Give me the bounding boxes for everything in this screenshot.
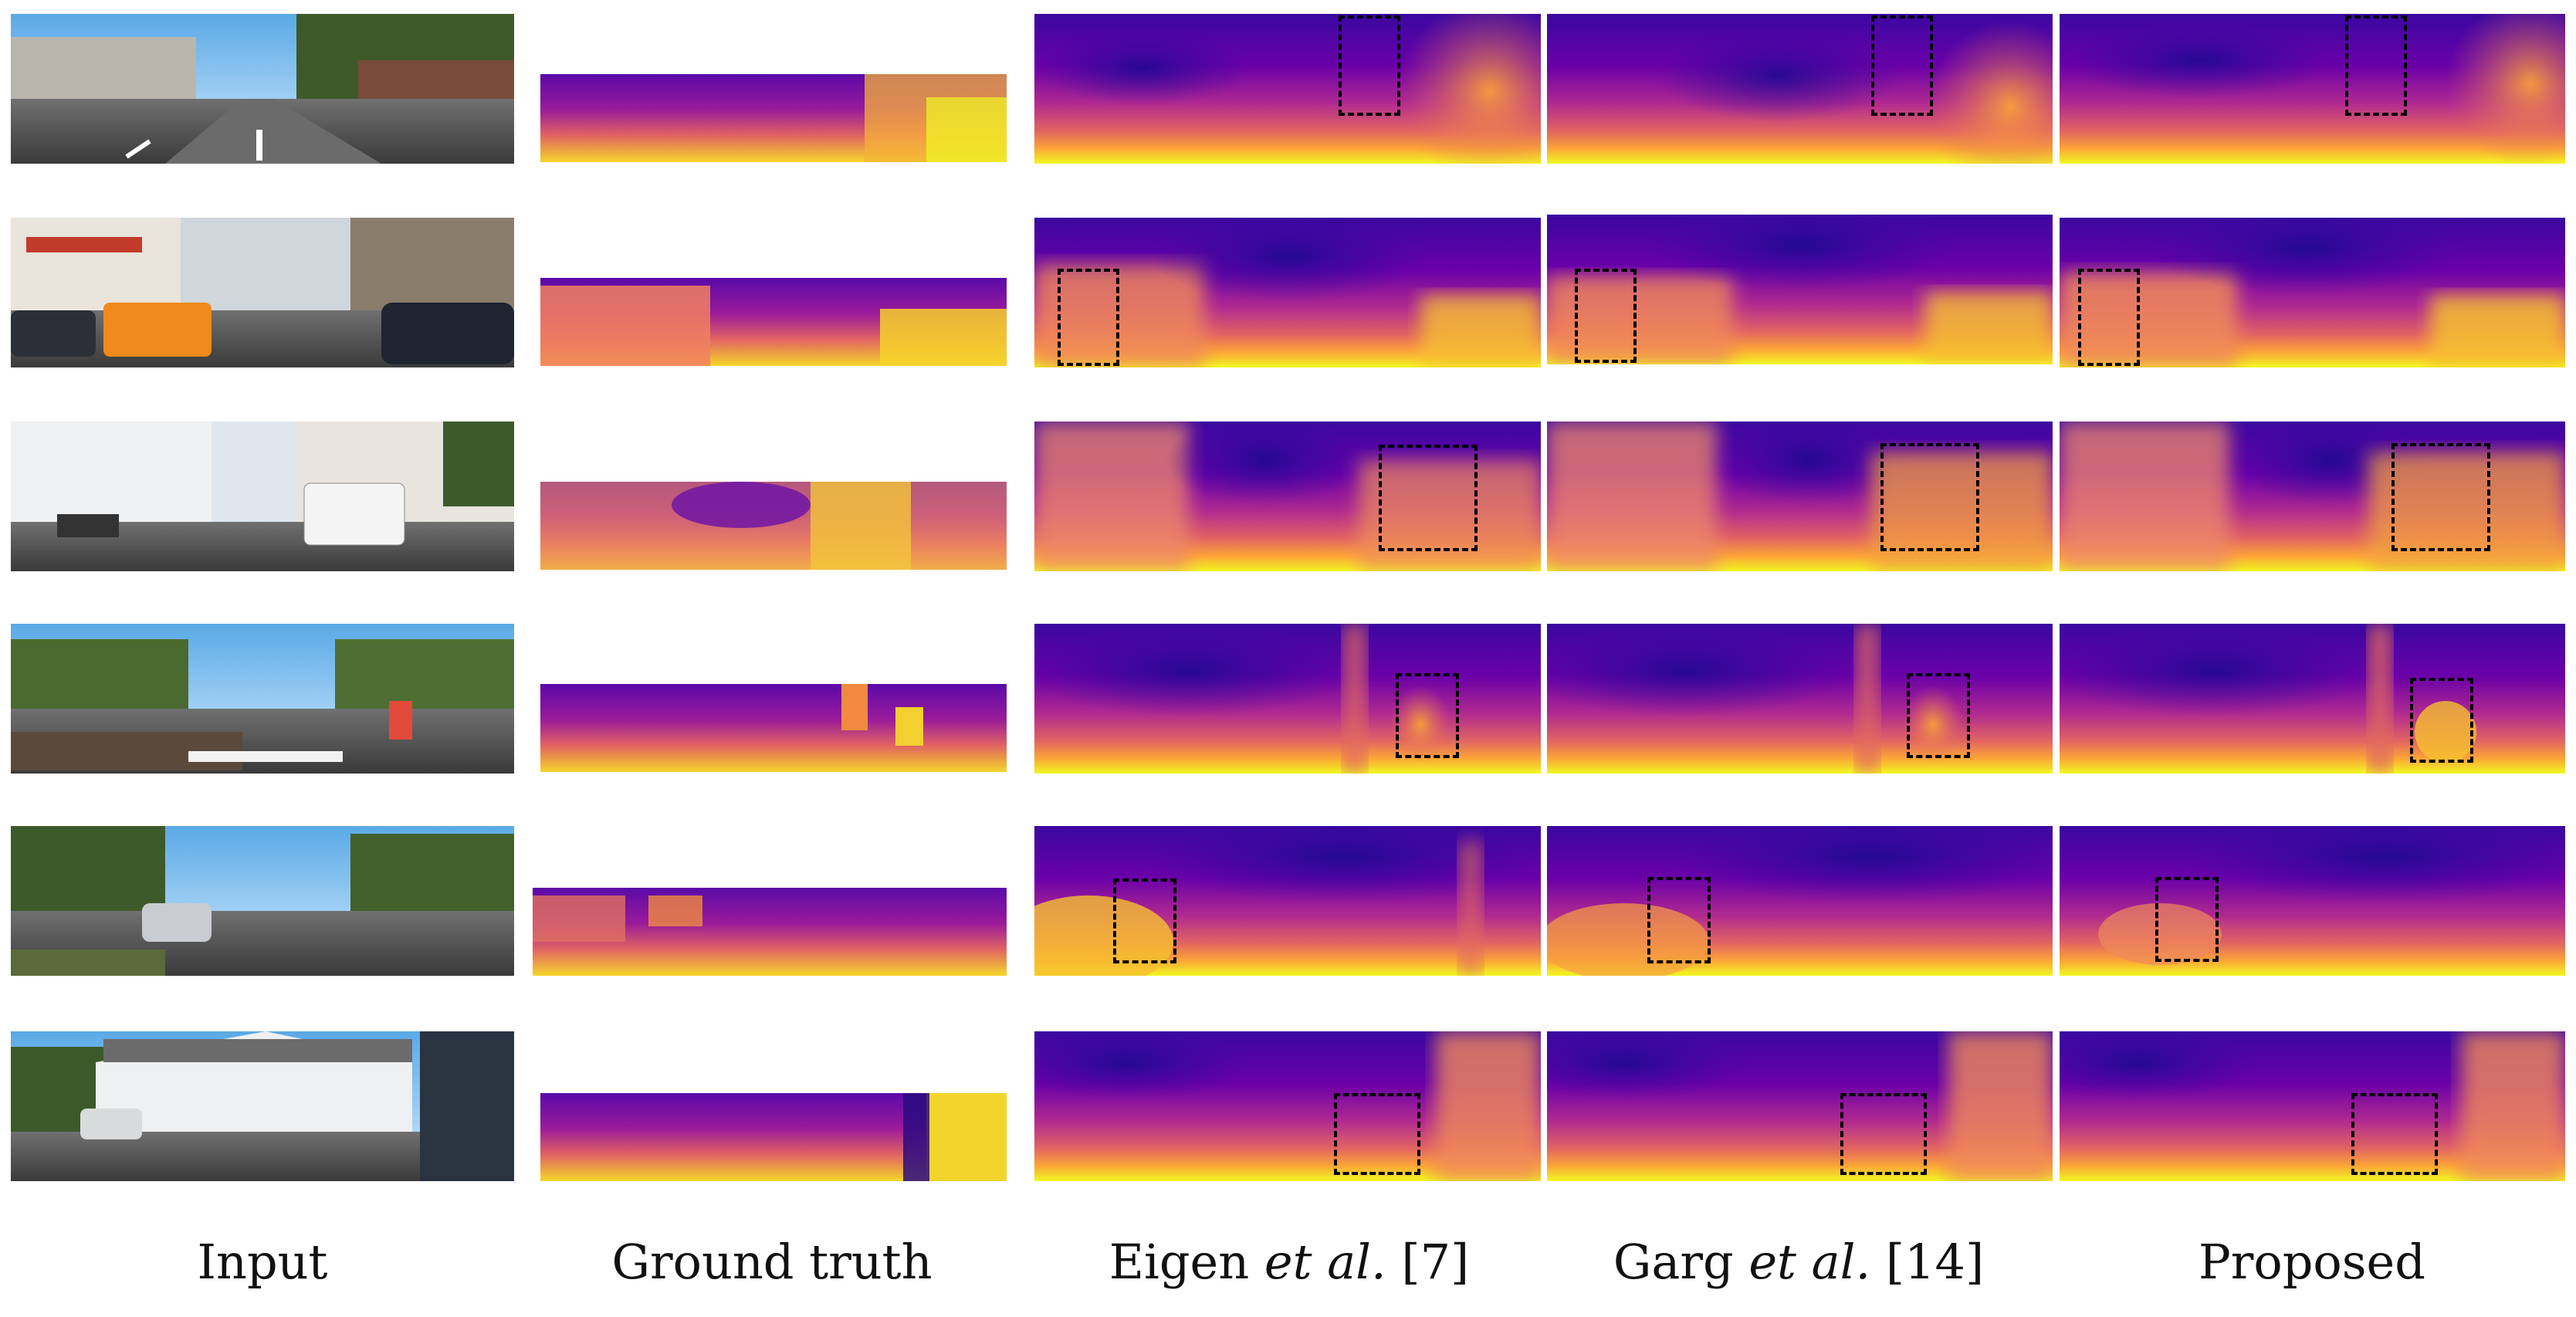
label-eigen: Eigen et al. [7] <box>1109 1234 1470 1290</box>
proposed-depth-row-2 <box>2060 218 2565 367</box>
input-image-row-4 <box>11 624 514 774</box>
highlight-box <box>2078 269 2140 366</box>
input-image-row-6 <box>11 1031 514 1181</box>
highlight-box <box>2410 678 2473 763</box>
highlight-box <box>1840 1093 1927 1175</box>
garg-depth-row-2 <box>1547 215 2053 364</box>
highlight-box <box>1379 445 1478 551</box>
proposed-depth-row-4 <box>2060 624 2565 774</box>
input-image-row-2 <box>11 218 514 367</box>
highlight-box <box>1575 269 1637 363</box>
highlight-box <box>1339 15 1400 116</box>
garg-depth-row-5 <box>1547 826 2053 976</box>
highlight-box <box>2155 877 2219 962</box>
highlight-box <box>1396 673 1459 758</box>
highlight-box <box>2351 1093 2438 1175</box>
ground-truth-row-4 <box>540 684 1007 772</box>
highlight-box <box>2345 15 2407 116</box>
garg-depth-row-4 <box>1547 624 2053 774</box>
label-input: Input <box>197 1234 328 1290</box>
label-ground-truth: Ground truth <box>611 1234 933 1290</box>
proposed-depth-row-6 <box>2060 1031 2565 1181</box>
input-image-row-5 <box>11 826 514 976</box>
highlight-box <box>2392 443 2490 551</box>
ground-truth-row-6 <box>540 1093 1007 1181</box>
ground-truth-row-3 <box>540 482 1007 570</box>
eigen-depth-row-1 <box>1034 14 1541 164</box>
label-garg: Garg et al. [14] <box>1613 1234 1985 1290</box>
input-image-row-1 <box>11 14 514 164</box>
eigen-depth-row-2 <box>1034 218 1541 367</box>
highlight-box <box>1880 443 1979 551</box>
highlight-box <box>1647 877 1711 963</box>
eigen-depth-row-6 <box>1034 1031 1541 1181</box>
label-proposed: Proposed <box>2199 1234 2425 1290</box>
highlight-box <box>1907 673 1970 758</box>
highlight-box <box>1058 269 1119 366</box>
highlight-box <box>1113 879 1176 963</box>
garg-depth-row-1 <box>1547 14 2053 164</box>
ground-truth-row-2 <box>540 278 1007 366</box>
garg-depth-row-6 <box>1547 1031 2053 1181</box>
eigen-depth-row-5 <box>1034 826 1541 976</box>
input-image-row-3 <box>11 422 514 571</box>
proposed-depth-row-5 <box>2060 826 2565 976</box>
eigen-depth-row-4 <box>1034 624 1541 774</box>
highlight-box <box>1334 1093 1420 1175</box>
garg-depth-row-3 <box>1547 422 2053 571</box>
ground-truth-row-5 <box>533 888 1007 976</box>
proposed-depth-row-3 <box>2060 422 2565 571</box>
highlight-box <box>1871 15 1933 116</box>
proposed-depth-row-1 <box>2060 14 2565 164</box>
eigen-depth-row-3 <box>1034 422 1541 571</box>
ground-truth-row-1 <box>540 74 1007 162</box>
